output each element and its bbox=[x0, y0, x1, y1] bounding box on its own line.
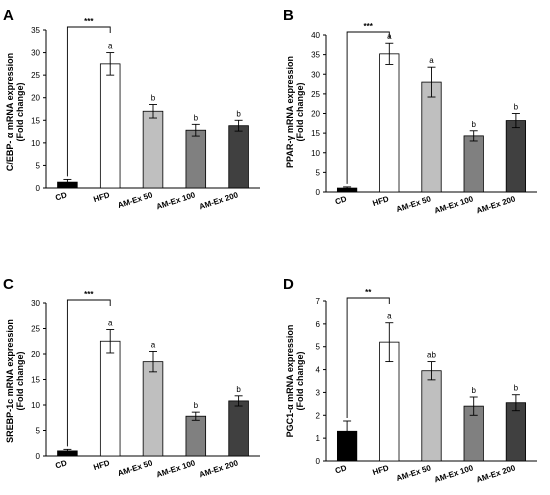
panel-c-ylabel: SREBP-1c mRNA expression(Fold change) bbox=[5, 319, 25, 443]
panel-c-ytick-label: 10 bbox=[31, 401, 40, 410]
panel-b-significance-label: *** bbox=[364, 22, 374, 31]
panel-b-ytick-label: 25 bbox=[311, 90, 320, 99]
panel-b-ytick-label: 5 bbox=[316, 168, 321, 177]
panel-d-bar bbox=[505, 402, 527, 462]
panel-a-ylabel: C/EBP- α mRNA expression(Fold change) bbox=[5, 53, 25, 171]
panel-c-significance-label: *** bbox=[84, 290, 94, 299]
panel-a-bar bbox=[99, 63, 121, 189]
panel-d-ylabel: PGC1-α mRNA expression(Fold change) bbox=[285, 325, 305, 438]
panel-a-ytick-label: 20 bbox=[31, 94, 40, 103]
panel-b-significance-bracket bbox=[346, 31, 390, 184]
panel-a-bar bbox=[142, 110, 164, 189]
panel-a-ytick-label: 15 bbox=[31, 116, 40, 125]
panel-a-bar bbox=[185, 129, 207, 189]
panel-d-category-label: AM-Ex 200 bbox=[475, 463, 517, 484]
panel-c-sig-letter: a bbox=[108, 319, 113, 328]
panel-b-ytick-label: 30 bbox=[311, 70, 320, 79]
panel-d-ytick-label: 2 bbox=[316, 411, 321, 420]
panel-d-sig-letter: b bbox=[471, 386, 476, 395]
panel-b-ytick-label: 0 bbox=[316, 188, 321, 197]
panel-c-ytick-label: 5 bbox=[36, 427, 41, 436]
panel-d-letter: D bbox=[283, 276, 294, 293]
panel-b-category-label: AM-Ex 200 bbox=[475, 194, 517, 215]
panel-c-ytick-label: 15 bbox=[31, 376, 40, 385]
panel-c-sig-letter: b bbox=[194, 401, 199, 410]
panel-d-sig-letter: ab bbox=[427, 351, 436, 360]
panel-d-ytick-label: 0 bbox=[316, 457, 321, 466]
panel-d-ytick-label: 6 bbox=[316, 320, 321, 329]
panel-d-bar bbox=[421, 370, 442, 462]
panel-c-category-label: AM-Ex 50 bbox=[117, 458, 155, 478]
panel-c-bar bbox=[142, 361, 164, 457]
panel-c-category-label: CD bbox=[54, 458, 68, 470]
panel-d-sig-letter: b bbox=[514, 384, 519, 393]
panel-b-bar bbox=[421, 81, 442, 193]
panel-d-category-label: AM-Ex 100 bbox=[433, 463, 475, 484]
panel-a-letter: A bbox=[3, 7, 14, 24]
panel-c-letter: C bbox=[3, 276, 14, 293]
panel-a-ytick-label: 10 bbox=[31, 139, 40, 148]
panel-d-significance-bracket bbox=[346, 297, 390, 418]
panel-a-ytick-label: 5 bbox=[36, 161, 41, 170]
panel-b-category-label: CD bbox=[334, 194, 348, 206]
panel-a-sig-letter: b bbox=[194, 113, 199, 122]
panel-d-ytick-label: 4 bbox=[316, 366, 321, 375]
panel-c-ytick-label: 20 bbox=[31, 350, 40, 359]
panel-d-category-label: HFD bbox=[371, 463, 390, 477]
panel-c-bar bbox=[228, 400, 249, 457]
panel-b-ytick-label: 10 bbox=[311, 149, 320, 158]
panel-b-bar bbox=[463, 135, 484, 193]
panel-b-sig-letter: b bbox=[514, 103, 519, 112]
panel-c-bar bbox=[99, 340, 121, 457]
panel-b-ytick-label: 20 bbox=[311, 110, 320, 119]
panel-a-category-label: CD bbox=[54, 190, 68, 202]
panel-c-sig-letter: a bbox=[151, 340, 156, 349]
panel-b-category-label: HFD bbox=[371, 194, 390, 208]
panel-a-ytick-label: 0 bbox=[36, 184, 41, 193]
panel-a-sig-letter: b bbox=[151, 93, 156, 102]
panel-b-ytick-label: 15 bbox=[311, 129, 320, 138]
panel-d-ytick-label: 3 bbox=[316, 388, 321, 397]
panel-b-ytick-label: 35 bbox=[311, 51, 320, 60]
panel-a-ytick-label: 25 bbox=[31, 71, 40, 80]
panel-c-ytick-label: 25 bbox=[31, 325, 40, 334]
panel-a-sig-letter: a bbox=[108, 42, 113, 51]
panel-d-category-label: CD bbox=[334, 463, 348, 475]
panel-b-bar bbox=[505, 120, 527, 193]
panel-c-bar bbox=[185, 415, 207, 457]
panel-d-significance-label: ** bbox=[365, 288, 372, 297]
panel-d-ytick-label: 5 bbox=[316, 343, 321, 352]
panel-b-ylabel: PPAR-γ mRNA expression(Fold change) bbox=[285, 56, 305, 168]
panel-b-sig-letter: b bbox=[471, 120, 476, 129]
panel-a-category-label: HFD bbox=[92, 190, 111, 204]
panel-a-category-label: AM-Ex 50 bbox=[117, 190, 155, 210]
panel-a-category-label: AM-Ex 100 bbox=[155, 190, 197, 211]
panel-b-ytick-label: 40 bbox=[311, 31, 320, 40]
panel-c-significance-bracket bbox=[66, 299, 111, 447]
panel-c-ytick-label: 0 bbox=[36, 452, 41, 461]
panel-d-sig-letter: a bbox=[387, 312, 392, 321]
panel-b-category-label: AM-Ex 100 bbox=[433, 194, 475, 215]
panel-a-significance-bracket bbox=[66, 26, 111, 177]
panel-a-category-label: AM-Ex 200 bbox=[198, 190, 240, 211]
panel-a-sig-letter: b bbox=[236, 109, 241, 118]
panel-c-ytick-label: 30 bbox=[31, 299, 40, 308]
panel-b-category-label: AM-Ex 50 bbox=[395, 194, 433, 214]
panel-c-category-label: AM-Ex 100 bbox=[155, 458, 197, 479]
panel-c-category-label: HFD bbox=[92, 458, 111, 472]
panel-b-sig-letter: a bbox=[429, 56, 434, 65]
panel-a-ytick-label: 30 bbox=[31, 49, 40, 58]
panel-c-sig-letter: b bbox=[236, 385, 241, 394]
panel-a-ytick-label: 35 bbox=[31, 26, 40, 35]
panel-b-letter: B bbox=[283, 7, 294, 24]
panel-a-significance-label: *** bbox=[84, 17, 94, 26]
panel-d-ytick-label: 1 bbox=[316, 434, 321, 443]
panel-c-category-label: AM-Ex 200 bbox=[198, 458, 240, 479]
panel-b-bar bbox=[379, 53, 400, 193]
panel-d-ytick-label: 7 bbox=[316, 297, 321, 306]
panel-d-category-label: AM-Ex 50 bbox=[395, 463, 433, 483]
panel-a-bar bbox=[228, 125, 249, 189]
